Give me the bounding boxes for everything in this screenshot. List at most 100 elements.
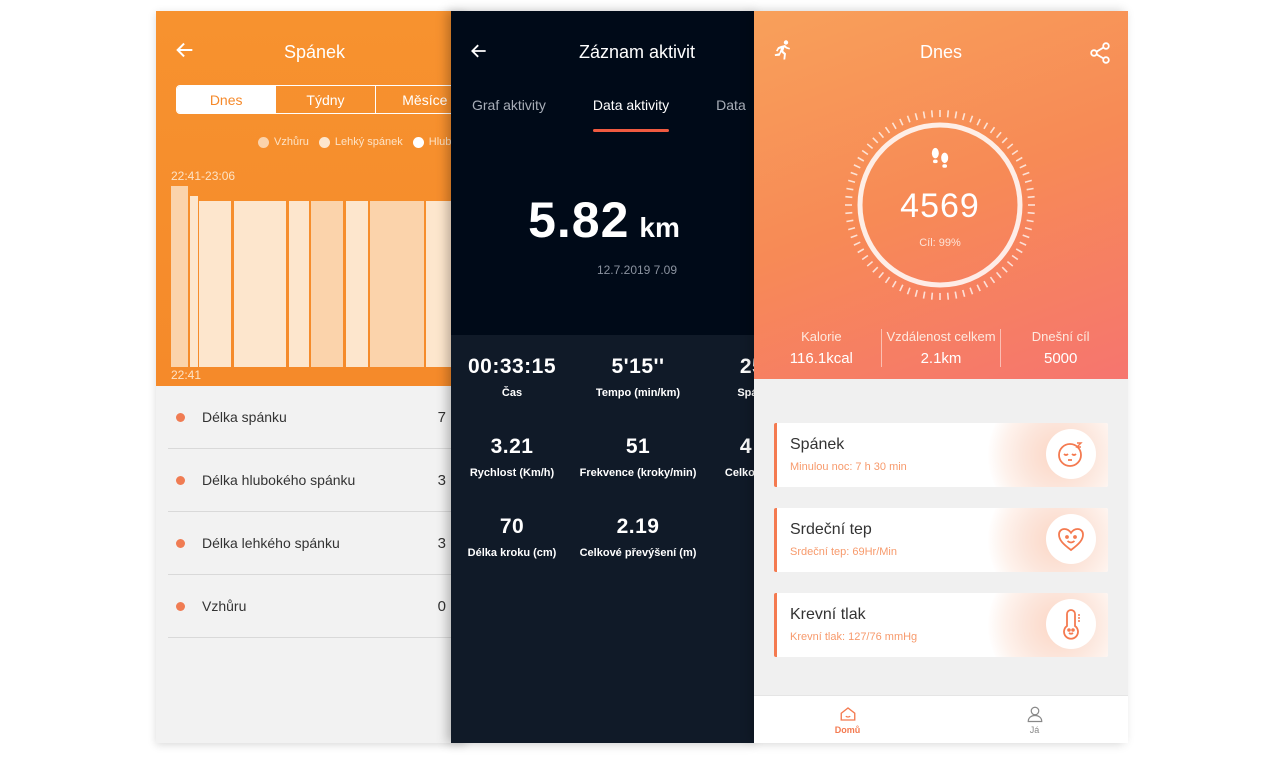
sleep-face-icon bbox=[1046, 429, 1096, 479]
sleep-bar bbox=[311, 201, 343, 367]
ring-tick bbox=[1027, 211, 1035, 215]
ring-tick bbox=[1024, 179, 1032, 183]
step-count: 4569 bbox=[900, 187, 980, 225]
ring-tick bbox=[906, 287, 911, 295]
list-item[interactable]: Délka hlubokého spánku 3 bbox=[168, 449, 466, 512]
card-subtitle: Minulou noc: 7 h 30 min bbox=[790, 461, 907, 473]
goal-percent: Cíl: 99% bbox=[919, 237, 961, 249]
ring-tick bbox=[899, 118, 904, 126]
activity-tabs: Graf aktivity Data aktivity Data bbox=[472, 97, 757, 132]
stat-value: 25 bbox=[739, 355, 757, 378]
ring-tick bbox=[995, 271, 1002, 279]
tab-data[interactable]: Data bbox=[716, 97, 746, 113]
ring-tick bbox=[846, 187, 854, 191]
ring-tick bbox=[848, 179, 856, 183]
home-icon bbox=[840, 706, 855, 721]
legend-dot bbox=[412, 136, 424, 148]
list-item[interactable]: Délka spánku 7 bbox=[168, 386, 466, 449]
blood-pressure-card[interactable]: Krevní tlak Krevní tlak: 127/76 mmHg bbox=[774, 593, 1108, 657]
sleep-header: Spánek Dnes Týdny Měsíce Vzhůru Lehký sp… bbox=[156, 11, 466, 386]
tab-today[interactable]: Dnes bbox=[177, 86, 277, 113]
legend-item: Lehký spánek bbox=[318, 136, 403, 148]
ring-tick bbox=[872, 266, 879, 273]
ring-tick bbox=[954, 111, 958, 119]
stat-label: Rychlost (Km/h) bbox=[469, 467, 555, 479]
ring-tick bbox=[848, 227, 856, 231]
metric-value: 5000 bbox=[1043, 350, 1078, 367]
ring-tick bbox=[899, 284, 904, 292]
chart-legend: Vzhůru Lehký spánek Hluboký spánek bbox=[258, 136, 466, 148]
card-title: Srdeční tep bbox=[790, 521, 872, 538]
bottom-tab-bar: Domů Já bbox=[754, 695, 1128, 743]
row-label: Délka spánku bbox=[202, 409, 287, 425]
ring-tick bbox=[1006, 143, 1014, 150]
activity-date: 12.7.2019 7.09 bbox=[596, 263, 678, 277]
legend-label: Lehký spánek bbox=[334, 136, 403, 148]
page-title: Záznam aktivit bbox=[579, 42, 696, 62]
back-arrow-icon[interactable] bbox=[174, 39, 196, 61]
stat-label: Čas bbox=[501, 387, 523, 399]
ring-tick bbox=[845, 195, 853, 199]
stat-label: Tempo (min/km) bbox=[595, 387, 681, 399]
ring-tick bbox=[845, 211, 853, 215]
row-label: Vzhůru bbox=[202, 598, 247, 614]
sleep-bar bbox=[370, 201, 424, 367]
card-subtitle: Srdeční tep: 69Hr/Min bbox=[790, 546, 897, 558]
stat-label: Celkové převýšení (m) bbox=[579, 547, 697, 559]
footsteps-icon bbox=[931, 147, 949, 168]
ring-tick bbox=[946, 292, 950, 300]
ring-tick bbox=[861, 149, 869, 156]
ring-tick bbox=[1022, 171, 1030, 176]
list-item[interactable]: Vzhůru 0 bbox=[168, 575, 466, 638]
step-progress-ring bbox=[845, 110, 1035, 300]
ring-tick bbox=[969, 115, 974, 123]
stat-speed: 3.21 Rychlost (Km/h) bbox=[451, 435, 587, 479]
runner-icon[interactable] bbox=[771, 39, 795, 63]
ring-tick bbox=[853, 241, 861, 246]
ring-tick bbox=[983, 122, 989, 130]
metric-value: 116.1kcal bbox=[789, 350, 853, 367]
sleep-card[interactable]: Spánek Minulou noc: 7 h 30 min bbox=[774, 423, 1108, 487]
tab-weeks[interactable]: Týdny bbox=[276, 86, 376, 113]
tab-activity-graph[interactable]: Graf aktivity bbox=[472, 97, 546, 113]
ring-tick bbox=[1011, 149, 1019, 156]
tab-home[interactable]: Domů bbox=[754, 696, 941, 743]
tab-profile[interactable]: Já bbox=[941, 696, 1128, 743]
ring-tick bbox=[930, 110, 934, 118]
ring-tick bbox=[922, 291, 926, 299]
ring-tick bbox=[872, 137, 879, 144]
ring-tick bbox=[989, 276, 996, 284]
stat-value: 3.21 bbox=[490, 435, 534, 458]
back-arrow-icon[interactable] bbox=[469, 41, 489, 61]
share-icon[interactable] bbox=[1088, 41, 1112, 65]
list-item[interactable]: Délka lehkého spánku 3 bbox=[168, 512, 466, 575]
ring-tick bbox=[878, 131, 885, 139]
stat-stride-length: 70 Délka kroku (cm) bbox=[451, 515, 587, 559]
today-header: Dnes 4569 Cíl: 99% Kalorie 116.1kcal Vzdá… bbox=[754, 11, 1128, 379]
ring-tick bbox=[1006, 260, 1014, 267]
tab-activity-data[interactable]: Data aktivity bbox=[592, 97, 670, 132]
tab-label: Já bbox=[1029, 724, 1040, 735]
ring-tick bbox=[1024, 227, 1032, 231]
ring-tick bbox=[969, 287, 974, 295]
ring-tick bbox=[846, 219, 854, 223]
tab-months[interactable]: Měsíce bbox=[376, 86, 466, 113]
ring-tick bbox=[954, 291, 958, 299]
stat-label: Celkový bbox=[724, 467, 757, 479]
heart-rate-card[interactable]: Srdeční tep Srdeční tep: 69Hr/Min bbox=[774, 508, 1108, 572]
ring-tick bbox=[976, 284, 981, 292]
ring-tick bbox=[878, 271, 885, 279]
ring-tick bbox=[857, 248, 865, 254]
ring-tick bbox=[1027, 195, 1035, 199]
ring-tick bbox=[853, 164, 861, 169]
today-screen: Dnes 4569 Cíl: 99% Kalorie 116.1kcal Vzdá… bbox=[754, 11, 1128, 743]
stat-label: Délka kroku (cm) bbox=[467, 547, 557, 559]
ring-tick bbox=[976, 118, 981, 126]
ring-tick bbox=[891, 280, 897, 288]
ring-tick bbox=[1026, 187, 1034, 191]
ring-tick bbox=[1011, 254, 1019, 261]
ring-tick bbox=[1019, 241, 1027, 246]
ring-tick bbox=[850, 234, 858, 239]
ring-tick bbox=[1001, 266, 1008, 273]
ring-tick bbox=[1022, 234, 1030, 239]
